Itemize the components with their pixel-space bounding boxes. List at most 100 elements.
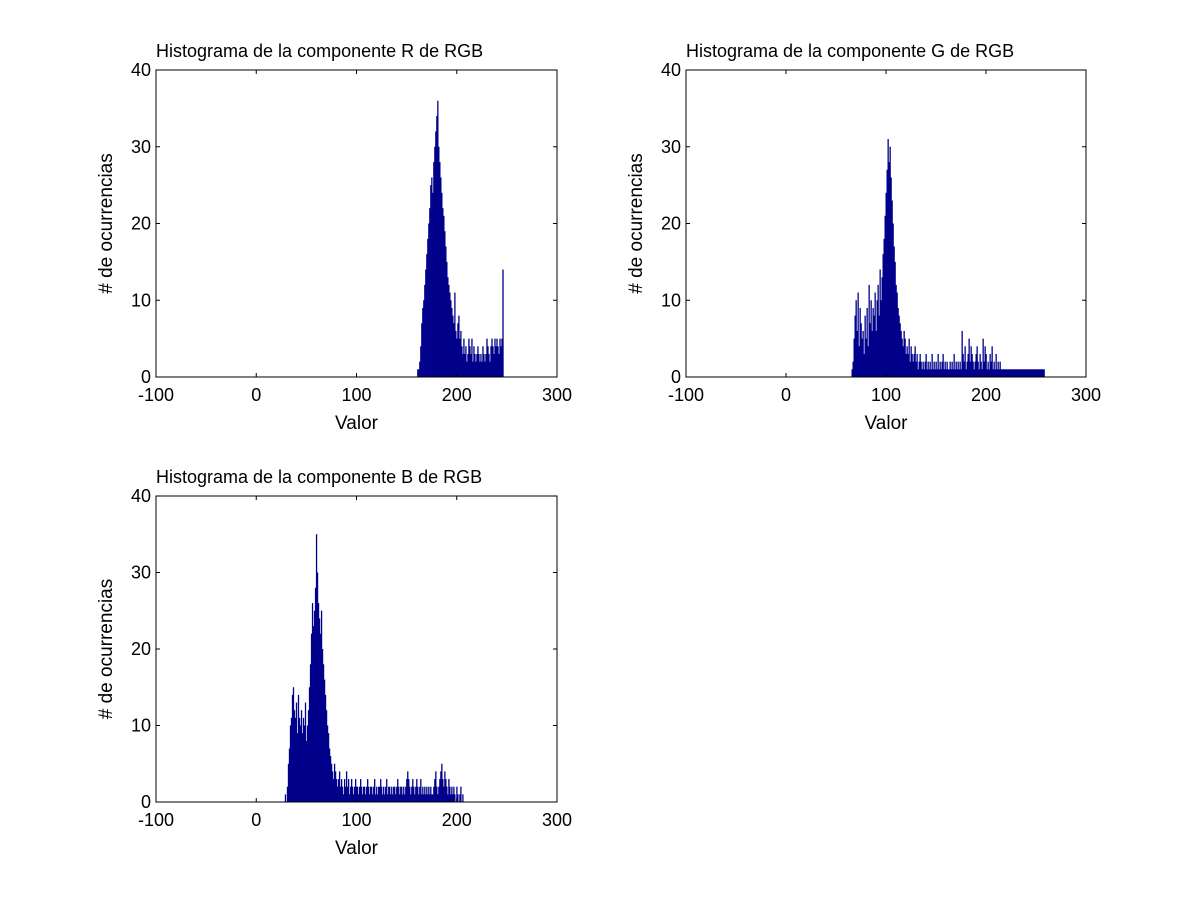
histogram-r-bar [468, 338, 470, 378]
histogram-b-bar [434, 779, 436, 802]
histogram-b-bar [402, 794, 404, 802]
histogram-r-bar [420, 346, 422, 377]
histogram-g-bar [1005, 369, 1007, 377]
histogram-g-bar [1029, 369, 1031, 377]
histogram-r-bar [456, 338, 458, 378]
histogram-b-bar [306, 725, 309, 802]
histogram-b-bar [291, 694, 294, 802]
histogram-g-bar [870, 300, 872, 377]
histogram-r-bar [488, 353, 490, 377]
x-tick-label: -100 [138, 385, 174, 405]
histogram-r-bar [463, 338, 465, 378]
histogram-g-bar [869, 323, 871, 377]
histogram-b-bar [362, 794, 364, 802]
histogram-b-bar [334, 771, 337, 802]
histogram-g-bar [936, 369, 938, 377]
histogram-g-bar [969, 361, 971, 377]
histogram-b-bar [394, 786, 396, 802]
histogram-g-bar [1042, 369, 1044, 377]
histogram-g-bar [916, 353, 918, 377]
histogram-g-bar [908, 338, 910, 378]
histogram-g-bar [985, 353, 987, 377]
histogram-r-bar [499, 338, 501, 378]
histogram-g-bar [878, 315, 880, 377]
histogram-r-bar [474, 353, 476, 377]
histogram-g-bar [882, 254, 884, 377]
histogram-b-bar [428, 786, 430, 802]
histogram-r-bar [495, 346, 497, 377]
histogram-r-bar [494, 338, 496, 378]
histogram-b-bar [314, 587, 317, 802]
histogram-b-x-axis-label: Valor [335, 838, 379, 859]
histogram-g-bar [970, 346, 972, 377]
histogram-b-bar [373, 786, 375, 802]
histogram-b-bar [398, 786, 400, 802]
histogram-r-bar [424, 284, 426, 377]
histogram-g-bar [889, 146, 891, 377]
histogram-r-bar [469, 346, 471, 377]
histogram-b-bar [332, 779, 335, 802]
histogram-r-bars [417, 100, 504, 378]
histogram-r-bar [498, 353, 500, 377]
histogram-r-bar [430, 185, 432, 378]
histogram-b-bar [446, 786, 448, 802]
histogram-b-bar [358, 794, 360, 802]
histogram-g-bar [852, 361, 854, 377]
histogram-b-bar [302, 717, 305, 802]
histogram-b-bar [346, 786, 349, 802]
histogram-r-bar [473, 346, 475, 377]
histogram-g-bar [958, 369, 960, 377]
histogram-r-bar [435, 131, 437, 377]
histogram-g-bar [972, 361, 974, 377]
histogram-b-bar [325, 710, 328, 802]
histogram-b-bar [342, 794, 345, 802]
histogram-g-bar [929, 361, 931, 377]
histogram-g-bar [871, 330, 873, 377]
histogram-b-bar [387, 794, 389, 802]
histogram-g-bar [982, 338, 984, 378]
histogram-b-bar [443, 786, 445, 802]
histogram-b-bar [390, 794, 392, 802]
histogram-b-bar [441, 763, 443, 802]
histogram-g-bar [979, 353, 981, 377]
histogram-b-bar [284, 794, 287, 802]
histogram-g-bar [892, 223, 894, 377]
histogram-b-bar [377, 794, 379, 802]
histogram-b-bar [324, 694, 327, 802]
histogram-g-bar [964, 346, 966, 377]
histogram-g-y-axis-label: # de ocurrencias [626, 153, 647, 293]
histogram-r-bar [419, 361, 421, 377]
histogram-g-bar [943, 369, 945, 377]
histogram-b-bar [330, 763, 333, 802]
histogram-g-bar [994, 369, 996, 377]
histogram-b-bar [367, 779, 369, 802]
histogram-b-bar [403, 786, 405, 802]
histogram-b-bar [300, 710, 303, 802]
histogram-g-bar [857, 292, 859, 377]
histogram-b-bar [296, 733, 299, 802]
histogram-b-bar [303, 725, 306, 802]
histogram-b-bar [351, 786, 354, 802]
histogram-b-bar [297, 694, 300, 802]
histogram-g-bar [909, 361, 911, 377]
histogram-b-bar [376, 786, 378, 802]
histogram-b-bar [288, 748, 291, 802]
histogram-g-bar [962, 353, 964, 377]
histogram-b-bar [328, 748, 331, 802]
histogram-b-bar [389, 786, 391, 802]
histogram-b-bar [382, 794, 384, 802]
histogram-g-bar [922, 361, 924, 377]
y-tick-label: 20 [131, 639, 151, 659]
x-tick-label: 200 [442, 810, 472, 830]
histogram-b-bar [388, 786, 390, 802]
histogram-b-bar [347, 779, 350, 802]
histogram-r-bar [453, 323, 455, 377]
histogram-b-bar [385, 786, 387, 802]
histogram-g-bar [947, 369, 949, 377]
histogram-r-bar [475, 361, 477, 377]
histogram-b-bar [348, 794, 351, 802]
histogram-g-bar [946, 361, 948, 377]
histogram-g-bar [1027, 369, 1029, 377]
histogram-b-bar [327, 733, 330, 802]
histogram-g-bar [1035, 369, 1037, 377]
